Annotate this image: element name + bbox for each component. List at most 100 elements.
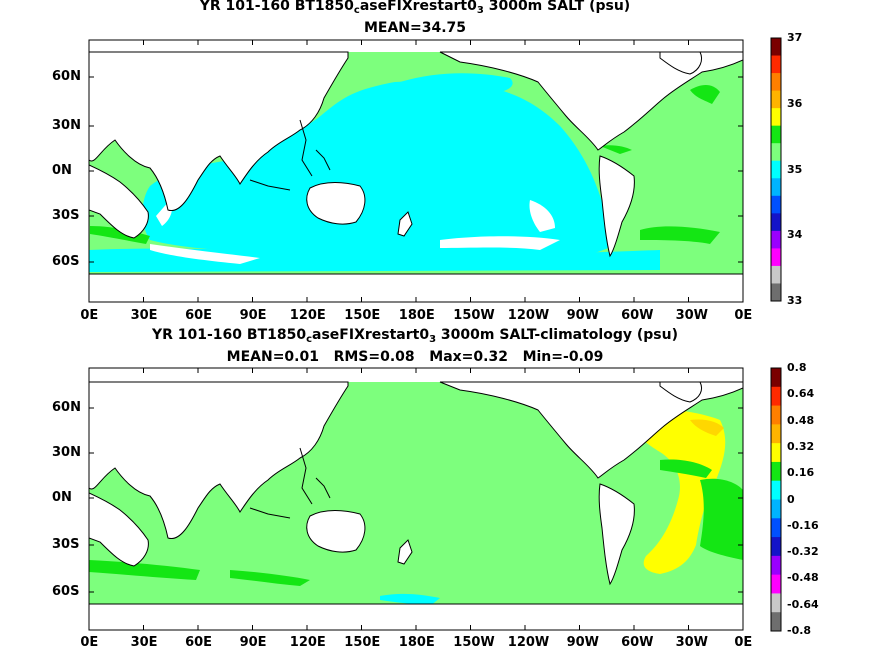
colorbar-label: -0.64 xyxy=(787,597,819,611)
lat-label: 0N xyxy=(52,163,72,178)
colorbar-frame xyxy=(770,37,782,302)
lon-label: 90E xyxy=(239,635,267,650)
colorbar-swatch xyxy=(771,386,781,407)
lat-label: 0N xyxy=(52,490,72,505)
atlantic-green xyxy=(700,478,743,560)
lon-label: 30E xyxy=(130,308,158,323)
lon-label: 180E xyxy=(398,635,435,650)
colorbar-swatch xyxy=(771,461,781,482)
colorbar-label: 0.16 xyxy=(787,466,815,480)
colorbar-label: 33 xyxy=(787,294,803,307)
lat-label: 30S xyxy=(52,537,80,552)
colorbar-swatch xyxy=(771,499,781,519)
panel1-colorbar xyxy=(770,37,782,302)
colorbar-swatch xyxy=(771,424,781,444)
colorbar-label: 36 xyxy=(787,96,803,110)
lon-label: 60E xyxy=(185,308,213,323)
lon-label: 150E xyxy=(344,308,381,323)
pacific-indian-cyan xyxy=(142,81,609,263)
lon-label: 150W xyxy=(453,308,495,323)
colorbar-label: 0.48 xyxy=(787,413,815,427)
lon-label: 90W xyxy=(566,635,600,650)
colorbar-swatch xyxy=(771,160,781,179)
colorbar-label: -0.8 xyxy=(787,624,812,637)
colorbar-label: 0.8 xyxy=(787,361,807,374)
colorbar-label: 0.32 xyxy=(787,439,815,453)
salinity-map xyxy=(89,40,743,302)
colorbar-label: 0.64 xyxy=(787,387,815,401)
atlantic-yellow xyxy=(636,409,726,574)
colorbar-swatch xyxy=(771,537,781,557)
colorbar-swatch xyxy=(771,55,781,74)
lon-label: 120W xyxy=(507,635,550,650)
lat-label: 30S xyxy=(52,208,80,223)
lat-label: 60N xyxy=(52,69,81,84)
lon-label: 120E xyxy=(289,308,326,323)
lon-label: 30W xyxy=(675,308,709,323)
colorbar-label: -0.16 xyxy=(787,518,819,532)
colorbar-swatch xyxy=(771,480,781,500)
lon-label: 60E xyxy=(185,635,213,650)
lon-label: 0E xyxy=(80,308,99,323)
lon-label: 120W xyxy=(507,308,550,323)
colorbar-frame xyxy=(770,367,782,632)
lon-label: 150E xyxy=(344,635,381,650)
greenland-land xyxy=(659,51,703,75)
colorbar-swatch xyxy=(771,38,781,57)
australia-land xyxy=(306,182,366,225)
lat-label: 30N xyxy=(52,118,81,133)
lat-label: 30N xyxy=(52,445,81,460)
colorbar-swatch xyxy=(771,73,781,92)
colorbar-label: 35 xyxy=(787,162,803,176)
north-america-land xyxy=(439,51,743,151)
colorbar-swatch xyxy=(771,230,781,249)
lat-label: 60S xyxy=(52,254,80,269)
salinity-anomaly-map xyxy=(89,368,743,630)
colorbar-swatch xyxy=(771,195,781,214)
colorbar-label: 0 xyxy=(787,492,795,506)
lon-label: 120E xyxy=(289,635,326,650)
colorbar-swatch xyxy=(771,283,781,302)
colorbar-swatch xyxy=(771,248,781,267)
lon-label: 0E xyxy=(734,635,753,650)
colorbar-label: -0.48 xyxy=(787,571,819,585)
panel1-title: YR 101-160 BT1850caseFIXrestart03 3000m … xyxy=(199,0,631,16)
lon-label: 90E xyxy=(239,308,267,323)
lon-label: 180E xyxy=(398,308,435,323)
lon-label: 30W xyxy=(675,635,709,650)
panel2-title: YR 101-160 BT1850caseFIXrestart03 3000m … xyxy=(151,327,678,345)
colorbar-swatch xyxy=(771,213,781,232)
colorbar-swatch xyxy=(771,574,781,594)
colorbar-swatch xyxy=(771,108,781,127)
lon-label: 0E xyxy=(80,635,99,650)
colorbar-swatch xyxy=(771,125,781,144)
panel2-colorbar xyxy=(770,367,782,632)
colorbar-swatch xyxy=(771,368,781,388)
panel2-ticks xyxy=(88,368,744,630)
lon-label: 150W xyxy=(453,635,495,650)
lon-label: 90W xyxy=(566,308,600,323)
lon-label: 60W xyxy=(621,635,654,650)
colorbar-label: 37 xyxy=(787,31,803,44)
south-america-land xyxy=(598,155,635,258)
panel2-stats: MEAN=0.01 RMS=0.08 Max=0.32 Min=-0.09 xyxy=(226,349,604,365)
lat-label: 60S xyxy=(52,584,80,599)
colorbar-swatch xyxy=(771,265,781,284)
colorbar-swatch xyxy=(771,90,781,109)
colorbar-swatch xyxy=(771,443,781,463)
panel1-ticks xyxy=(88,40,744,302)
colorbar-label: -0.32 xyxy=(787,545,819,559)
panel1-stats: MEAN=34.75 xyxy=(363,20,467,36)
antarctica-land xyxy=(89,273,743,302)
colorbar-label: 34 xyxy=(787,228,803,242)
colorbar-swatch xyxy=(771,612,781,632)
lat-label: 60N xyxy=(52,400,81,415)
colorbar-swatch xyxy=(771,143,781,162)
new-zealand-land xyxy=(397,211,413,237)
africa-land xyxy=(89,164,149,239)
lon-label: 0E xyxy=(734,308,753,323)
colorbar-swatch xyxy=(771,593,781,613)
lon-label: 30E xyxy=(130,635,158,650)
colorbar-swatch xyxy=(771,555,781,576)
